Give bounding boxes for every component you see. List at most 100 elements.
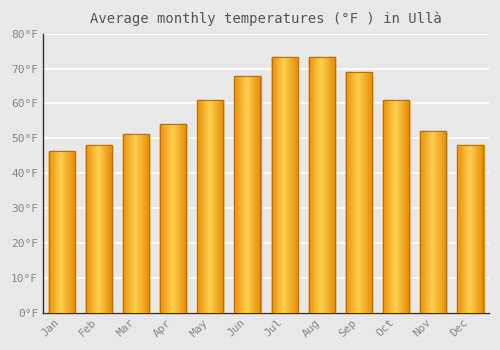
Bar bbox=[171, 124, 172, 313]
Bar bbox=[397, 100, 398, 313]
Bar bbox=[160, 124, 161, 313]
Bar bbox=[283, 57, 284, 313]
Bar bbox=[371, 72, 372, 313]
Bar bbox=[143, 134, 144, 313]
Bar bbox=[91, 145, 92, 313]
Bar bbox=[400, 100, 401, 313]
Bar bbox=[333, 57, 334, 313]
Bar bbox=[51, 151, 52, 313]
Bar bbox=[290, 57, 291, 313]
Bar bbox=[179, 124, 180, 313]
Bar bbox=[477, 145, 478, 313]
Bar bbox=[294, 57, 295, 313]
Bar bbox=[49, 151, 50, 313]
Bar bbox=[443, 131, 444, 313]
Bar bbox=[165, 124, 166, 313]
Bar bbox=[52, 151, 53, 313]
Bar bbox=[206, 100, 207, 313]
Bar bbox=[130, 134, 131, 313]
Bar bbox=[398, 100, 399, 313]
Bar bbox=[285, 57, 286, 313]
Bar bbox=[247, 76, 248, 313]
Bar bbox=[172, 124, 173, 313]
Bar bbox=[147, 134, 148, 313]
Bar bbox=[234, 76, 260, 313]
Bar bbox=[208, 100, 209, 313]
Bar bbox=[470, 145, 471, 313]
Bar bbox=[67, 151, 68, 313]
Bar bbox=[311, 57, 312, 313]
Bar bbox=[403, 100, 404, 313]
Bar bbox=[64, 151, 65, 313]
Bar bbox=[209, 100, 210, 313]
Bar bbox=[255, 76, 256, 313]
Bar bbox=[429, 131, 430, 313]
Bar bbox=[347, 72, 348, 313]
Bar bbox=[58, 151, 59, 313]
Bar bbox=[201, 100, 202, 313]
Bar bbox=[197, 100, 223, 313]
Bar bbox=[360, 72, 361, 313]
Bar bbox=[347, 72, 348, 313]
Bar bbox=[461, 145, 462, 313]
Bar bbox=[313, 57, 314, 313]
Bar bbox=[176, 124, 177, 313]
Bar bbox=[169, 124, 170, 313]
Bar bbox=[210, 100, 211, 313]
Bar bbox=[320, 57, 321, 313]
Bar bbox=[220, 100, 221, 313]
Bar bbox=[349, 72, 350, 313]
Bar bbox=[248, 76, 249, 313]
Bar bbox=[239, 76, 240, 313]
Bar bbox=[284, 57, 285, 313]
Bar bbox=[125, 134, 126, 313]
Bar bbox=[319, 57, 320, 313]
Bar bbox=[48, 151, 49, 313]
Bar bbox=[244, 76, 245, 313]
Bar bbox=[166, 124, 167, 313]
Bar bbox=[65, 151, 66, 313]
Bar bbox=[95, 145, 96, 313]
Bar bbox=[173, 124, 174, 313]
Bar bbox=[308, 57, 309, 313]
Bar bbox=[350, 72, 351, 313]
Bar bbox=[242, 76, 243, 313]
Bar bbox=[204, 100, 205, 313]
Bar bbox=[125, 134, 126, 313]
Bar bbox=[466, 145, 467, 313]
Bar bbox=[253, 76, 254, 313]
Bar bbox=[202, 100, 203, 313]
Bar bbox=[295, 57, 296, 313]
Bar bbox=[205, 100, 206, 313]
Bar bbox=[104, 145, 105, 313]
Bar bbox=[289, 57, 290, 313]
Bar bbox=[278, 57, 279, 313]
Bar bbox=[472, 145, 473, 313]
Bar bbox=[278, 57, 279, 313]
Bar bbox=[474, 145, 475, 313]
Bar bbox=[273, 57, 274, 313]
Bar bbox=[63, 151, 64, 313]
Bar bbox=[472, 145, 473, 313]
Bar bbox=[346, 72, 372, 313]
Bar bbox=[421, 131, 422, 313]
Bar bbox=[479, 145, 480, 313]
Bar bbox=[213, 100, 214, 313]
Bar bbox=[67, 151, 68, 313]
Bar bbox=[329, 57, 330, 313]
Bar bbox=[216, 100, 217, 313]
Bar bbox=[296, 57, 297, 313]
Bar bbox=[146, 134, 147, 313]
Bar bbox=[123, 134, 124, 313]
Bar bbox=[100, 145, 101, 313]
Bar bbox=[368, 72, 369, 313]
Bar bbox=[364, 72, 365, 313]
Bar bbox=[234, 76, 235, 313]
Bar bbox=[181, 124, 182, 313]
Bar bbox=[223, 100, 224, 313]
Bar bbox=[466, 145, 467, 313]
Bar bbox=[167, 124, 168, 313]
Bar bbox=[207, 100, 208, 313]
Bar bbox=[408, 100, 409, 313]
Bar bbox=[404, 100, 405, 313]
